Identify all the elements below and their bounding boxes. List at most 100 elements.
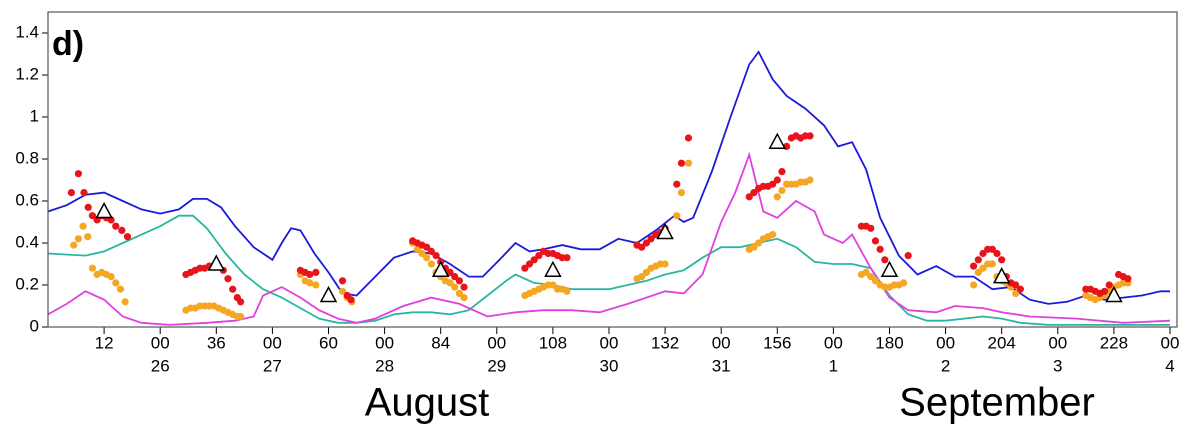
dot [460,294,468,302]
triangle-marker [768,132,787,149]
dot [413,245,421,253]
dot [237,312,245,321]
dot [871,237,880,245]
x-tick-label: 00 [1048,333,1067,352]
dot [338,277,347,285]
day-label: 30 [600,356,619,375]
dot [754,239,763,247]
dot [451,283,459,291]
dot [563,254,571,262]
dot [229,285,237,293]
dot [530,256,538,264]
x-tick-label: 60 [319,333,338,352]
dot [224,275,232,283]
x-tick-label: 132 [651,333,679,352]
dot [549,281,557,289]
triangle-marker [992,267,1011,284]
dot [642,268,650,276]
x-tick-label: 36 [207,333,226,352]
dot [455,277,463,285]
dot [899,279,908,287]
dot [684,134,693,142]
x-tick-label: 00 [263,333,282,352]
x-tick-label: 180 [875,333,903,352]
dot [673,212,681,220]
x-tick-label: 00 [936,333,955,352]
dot [642,239,650,247]
y-tick-label: 1.2 [15,64,39,83]
plot-frame [47,11,1178,328]
dot [1016,285,1024,293]
dot [446,268,454,276]
dot [455,289,463,297]
panel-label: d) [52,25,84,63]
dot [673,180,681,188]
day-label: 28 [375,356,394,375]
dot [750,243,758,251]
dot [661,260,669,268]
dot [867,224,875,232]
dot [306,270,314,279]
dot [88,264,97,272]
line [48,214,1170,326]
x-tick-label: 00 [600,333,619,352]
x-tick-label: 00 [1161,333,1180,352]
day-label: 27 [263,356,282,375]
dot [773,193,781,201]
dot [769,180,777,188]
dot [647,235,655,243]
day-label: 26 [151,356,170,375]
dot [778,168,786,176]
y-tick-label: 0.8 [15,148,39,167]
dot [80,189,88,197]
dot [427,247,435,255]
x-tick-label: 00 [824,333,843,352]
dot [806,132,814,140]
dot [118,226,126,234]
y-tick-label: 0.4 [15,232,39,251]
dot [525,260,534,268]
dot [998,256,1006,264]
triangle-marker [544,260,562,278]
dot [460,283,468,291]
dot [112,279,120,287]
triangle-marker [207,254,226,271]
dot [338,287,347,295]
dot [769,231,777,239]
dot [74,235,82,243]
x-tick-label: 228 [1100,333,1128,352]
line [48,50,1170,305]
x-tick-label: 00 [151,333,170,352]
triangle-marker [656,222,674,240]
x-tick-label: 00 [375,333,394,352]
dot [423,243,431,251]
x-tick-label: 00 [712,333,731,352]
dot [563,287,571,295]
triangle-marker [431,260,450,278]
dot [432,252,440,260]
dot [237,298,245,306]
y-tick-label: 0 [30,316,39,335]
dot [347,296,355,304]
day-label: 1 [829,356,838,375]
dot [521,264,529,272]
dot [677,159,686,167]
dot [116,285,125,293]
dot [306,279,314,287]
y-tick-label: 0.2 [15,274,39,293]
dot [1100,287,1109,295]
dot [684,159,693,167]
dot [904,252,912,260]
dot [418,249,426,258]
month-label: September [899,381,1095,425]
dot [979,249,987,258]
triangle-marker [319,285,338,303]
dot [1012,289,1020,297]
dot [74,170,82,178]
dot [778,186,786,195]
dot [988,260,996,268]
x-tick-label: 204 [988,333,1016,352]
x-tick-label: 108 [539,333,567,352]
dot [750,189,758,197]
